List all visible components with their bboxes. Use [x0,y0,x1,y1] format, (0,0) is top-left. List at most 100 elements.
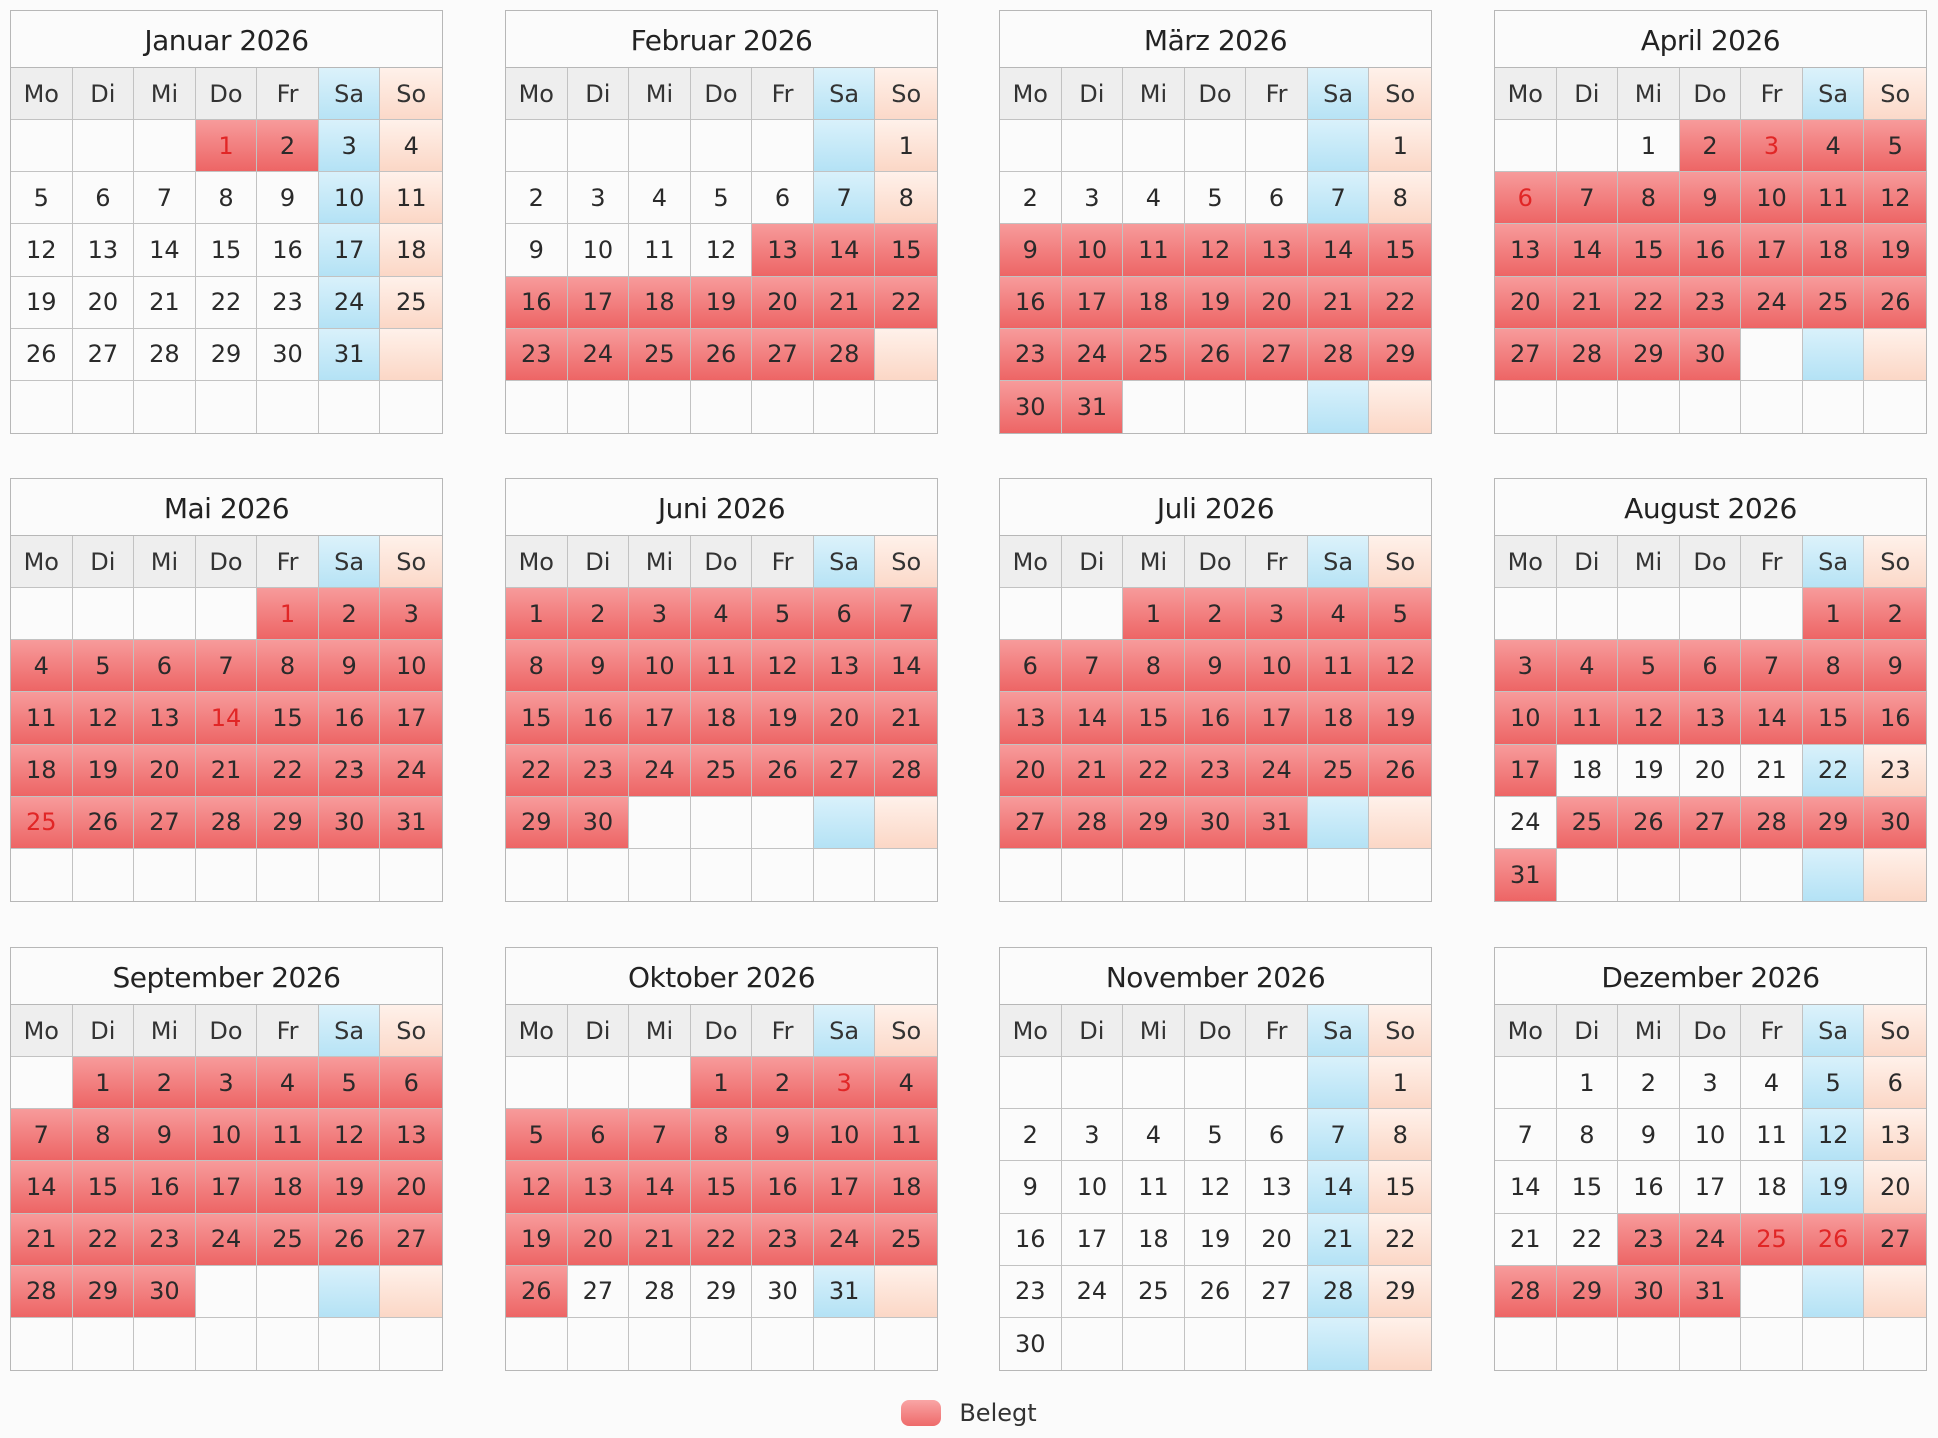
calendar-day[interactable]: 5 [1184,172,1247,225]
calendar-day[interactable]: 27 [752,328,814,381]
calendar-day[interactable]: 25 [1741,1213,1803,1266]
calendar-day[interactable]: 1 [506,588,568,641]
calendar-day[interactable]: 29 [1369,1265,1431,1318]
calendar-day[interactable]: 4 [1556,640,1619,693]
calendar-day[interactable]: 5 [1618,640,1680,693]
calendar-day[interactable]: 21 [1061,744,1124,797]
calendar-day[interactable]: 30 [318,796,381,849]
calendar-day[interactable]: 26 [72,796,135,849]
calendar-day[interactable]: 22 [1802,744,1865,797]
calendar-day[interactable]: 10 [1741,172,1803,225]
calendar-day[interactable]: 19 [1618,744,1680,797]
calendar-day[interactable]: 4 [1123,1109,1185,1162]
calendar-day[interactable]: 14 [875,640,937,693]
calendar-day[interactable]: 7 [1307,1109,1370,1162]
calendar-day[interactable]: 19 [1184,1213,1247,1266]
calendar-day[interactable]: 15 [1556,1161,1619,1214]
calendar-day[interactable]: 24 [1061,1265,1124,1318]
calendar-day[interactable]: 24 [195,1213,258,1266]
calendar-day[interactable]: 10 [380,640,442,693]
calendar-day[interactable]: 24 [813,1213,876,1266]
calendar-day[interactable]: 24 [629,744,691,797]
calendar-day[interactable]: 13 [134,692,196,745]
calendar-day[interactable]: 28 [875,744,937,797]
calendar-day[interactable]: 18 [1741,1161,1803,1214]
calendar-day[interactable]: 20 [1864,1161,1926,1214]
calendar-day[interactable]: 27 [1864,1213,1926,1266]
calendar-day[interactable]: 29 [257,796,319,849]
calendar-day[interactable]: 5 [690,172,753,225]
calendar-day[interactable]: 2 [506,172,568,225]
calendar-day[interactable]: 17 [1246,692,1308,745]
calendar-day[interactable]: 14 [1495,1161,1557,1214]
calendar-day[interactable]: 26 [506,1265,568,1318]
calendar-day[interactable]: 20 [1246,276,1308,329]
calendar-day[interactable]: 7 [1495,1109,1557,1162]
calendar-day[interactable]: 4 [690,588,753,641]
calendar-day[interactable]: 16 [567,692,630,745]
calendar-day[interactable]: 22 [72,1213,135,1266]
calendar-day[interactable]: 17 [1061,1213,1124,1266]
calendar-day[interactable]: 9 [1864,640,1926,693]
calendar-day[interactable]: 17 [629,692,691,745]
calendar-day[interactable]: 27 [1495,328,1557,381]
calendar-day[interactable]: 26 [1864,276,1926,329]
calendar-day[interactable]: 15 [1369,224,1431,277]
calendar-day[interactable]: 19 [506,1213,568,1266]
calendar-day[interactable]: 6 [1679,640,1742,693]
calendar-day[interactable]: 21 [1741,744,1803,797]
calendar-day[interactable]: 6 [813,588,876,641]
calendar-day[interactable]: 31 [1061,380,1124,433]
calendar-day[interactable]: 7 [134,172,196,225]
calendar-day[interactable]: 25 [1123,1265,1185,1318]
calendar-day[interactable]: 27 [813,744,876,797]
calendar-day[interactable]: 26 [11,328,73,381]
calendar-day[interactable]: 11 [257,1109,319,1162]
calendar-day[interactable]: 23 [1000,328,1062,381]
calendar-day[interactable]: 15 [257,692,319,745]
calendar-day[interactable]: 19 [690,276,753,329]
calendar-day[interactable]: 31 [1246,796,1308,849]
calendar-day[interactable]: 24 [380,744,442,797]
calendar-day[interactable]: 22 [257,744,319,797]
calendar-day[interactable]: 28 [629,1265,691,1318]
calendar-day[interactable]: 15 [506,692,568,745]
calendar-day[interactable]: 26 [1184,1265,1247,1318]
calendar-day[interactable]: 23 [1000,1265,1062,1318]
calendar-day[interactable]: 6 [1000,640,1062,693]
calendar-day[interactable]: 3 [813,1057,876,1110]
calendar-day[interactable]: 27 [1679,796,1742,849]
calendar-day[interactable]: 8 [1802,640,1865,693]
calendar-day[interactable]: 7 [813,172,876,225]
calendar-day[interactable]: 3 [567,172,630,225]
calendar-day[interactable]: 26 [752,744,814,797]
calendar-day[interactable]: 24 [567,328,630,381]
calendar-day[interactable]: 9 [318,640,381,693]
calendar-day[interactable]: 8 [195,172,258,225]
calendar-day[interactable]: 29 [1556,1265,1619,1318]
calendar-day[interactable]: 18 [875,1161,937,1214]
calendar-day[interactable]: 10 [567,224,630,277]
calendar-day[interactable]: 5 [11,172,73,225]
calendar-day[interactable]: 6 [752,172,814,225]
calendar-day[interactable]: 21 [134,276,196,329]
calendar-day[interactable]: 14 [629,1161,691,1214]
calendar-day[interactable]: 5 [1369,588,1431,641]
calendar-day[interactable]: 28 [1556,328,1619,381]
calendar-day[interactable]: 9 [1618,1109,1680,1162]
calendar-day[interactable]: 25 [1307,744,1370,797]
calendar-day[interactable]: 4 [629,172,691,225]
calendar-day[interactable]: 11 [380,172,442,225]
calendar-day[interactable]: 30 [257,328,319,381]
calendar-day[interactable]: 27 [567,1265,630,1318]
calendar-day[interactable]: 13 [567,1161,630,1214]
calendar-day[interactable]: 17 [1061,276,1124,329]
calendar-day[interactable]: 11 [1556,692,1619,745]
calendar-day[interactable]: 12 [1369,640,1431,693]
calendar-day[interactable]: 14 [134,224,196,277]
calendar-day[interactable]: 22 [1369,276,1431,329]
calendar-day[interactable]: 9 [1000,1161,1062,1214]
calendar-day[interactable]: 13 [1495,224,1557,277]
calendar-day[interactable]: 9 [1000,224,1062,277]
calendar-day[interactable]: 4 [1123,172,1185,225]
